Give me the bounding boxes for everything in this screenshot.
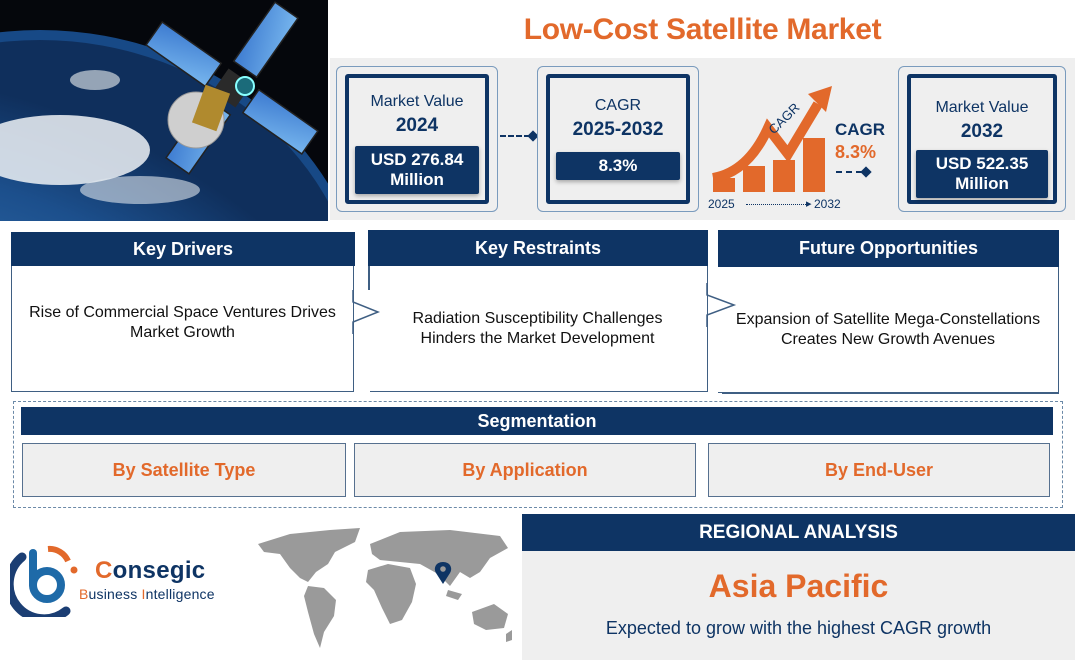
dashed-connector [500, 135, 530, 137]
world-map-icon [258, 528, 512, 648]
tagline-business: usiness [88, 586, 142, 602]
cagr-value: 8.3% [835, 142, 877, 162]
page-title: Low-Cost Satellite Market [523, 13, 882, 46]
cagr-heading: CAGR [835, 120, 886, 139]
market-value-2032-card: Market Value 2032 USD 522.35 Million [898, 66, 1066, 212]
dashed-connector [836, 171, 862, 173]
satellite-hero-image [0, 0, 328, 221]
leading-region: Asia Pacific [708, 568, 889, 604]
regional-analysis-panel [522, 551, 1075, 660]
consegic-logo-icon [10, 545, 78, 617]
segmentation-panel [13, 401, 1063, 508]
stat-label: Market Value [370, 93, 464, 110]
stat-year: 2032 [960, 121, 1004, 142]
segmentation-heading: Segmentation [21, 407, 1053, 435]
regional-description: Expected to grow with the highest CAGR g… [605, 618, 992, 638]
stat-label: CAGR [594, 97, 642, 114]
brand-rest: onsegic [112, 557, 206, 584]
diamond-icon [860, 166, 872, 178]
brand-name: Consegic [95, 557, 205, 585]
key-drivers-text: Rise of Commercial Space Ventures Drives… [11, 266, 354, 392]
segment-by-satellite-type[interactable]: By Satellite Type [22, 443, 346, 497]
chevron-right-icon [352, 290, 381, 334]
future-opportunities-text: Expansion of Satellite Mega-Constellatio… [718, 267, 1059, 393]
stat-value: 8.3% [556, 152, 680, 180]
stat-year: 2024 [395, 115, 439, 136]
start-year: 2025 [708, 197, 735, 211]
year-arrow-line [746, 204, 808, 205]
stat-label: Market Value [935, 99, 1029, 116]
brand-initial: C [95, 557, 113, 584]
chevron-right-icon [706, 283, 737, 327]
key-drivers-heading: Key Drivers [11, 232, 355, 266]
arrow-right-icon: ▸ [806, 198, 812, 210]
market-value-2024-card: Market Value 2024 USD 276.84 Million [336, 66, 498, 212]
divider [368, 266, 370, 290]
location-pin-icon [434, 562, 452, 584]
stat-value: USD 522.35 Million [916, 150, 1048, 198]
satellite-icon [0, 0, 328, 221]
tagline-initial-b: B [79, 586, 89, 602]
tagline-initial-i: I [141, 586, 146, 602]
segment-by-end-user[interactable]: By End-User [708, 443, 1050, 497]
divider [722, 392, 1059, 394]
stat-year: 2025-2032 [572, 119, 664, 140]
tagline-intelligence: ntelligence [145, 586, 215, 602]
regional-analysis-heading: REGIONAL ANALYSIS [522, 514, 1075, 551]
key-restraints-heading: Key Restraints [368, 230, 708, 266]
segment-by-application[interactable]: By Application [354, 443, 696, 497]
future-opportunities-heading: Future Opportunities [718, 230, 1059, 267]
stat-value: USD 276.84 Million [355, 146, 479, 194]
stats-band: Market Value 2024 USD 276.84 Million CAG… [330, 58, 1075, 220]
cagr-growth-chart-icon [708, 82, 838, 212]
end-year: 2032 [814, 197, 841, 211]
key-restraints-text: Radiation Susceptibility Challenges Hind… [368, 266, 708, 392]
brand-tagline: Business Intelligence [79, 586, 215, 602]
divider [368, 334, 370, 392]
cagr-card: CAGR 2025-2032 8.3% [537, 66, 699, 212]
